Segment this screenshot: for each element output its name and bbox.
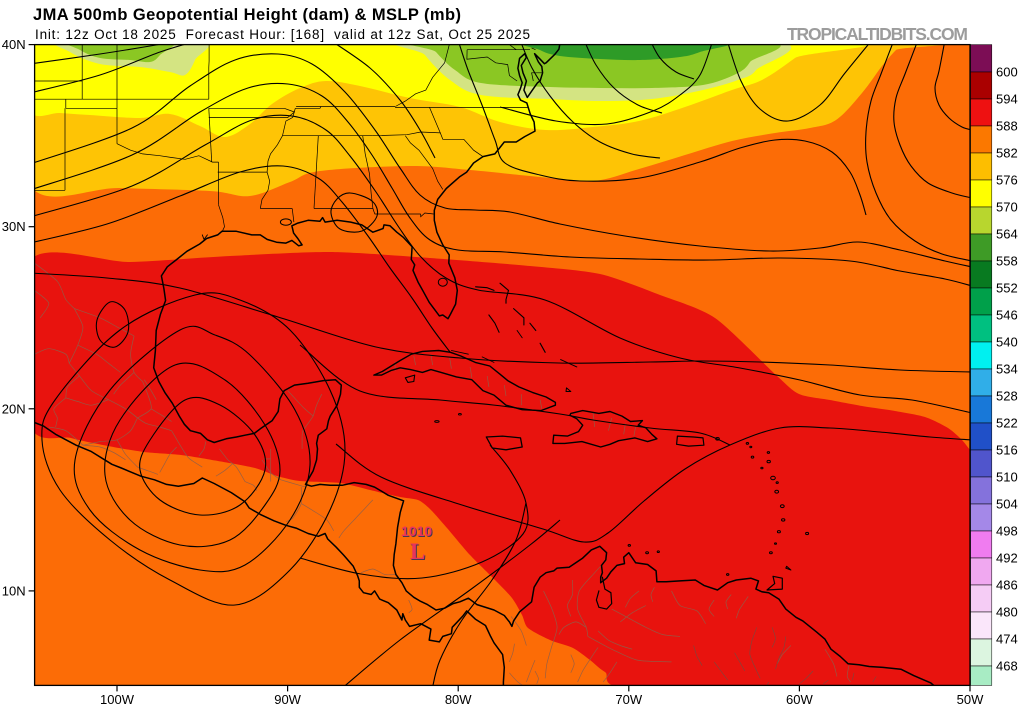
svg-text:80W: 80W [445,692,472,706]
svg-text:492: 492 [996,551,1018,566]
svg-text:70W: 70W [615,692,642,706]
svg-text:TROPICALTIDBITS.COM: TROPICALTIDBITS.COM [787,24,968,44]
svg-text:L: L [410,539,425,564]
svg-text:528: 528 [996,389,1018,404]
svg-text:10N: 10N [2,583,26,598]
svg-text:100W: 100W [100,692,135,706]
svg-text:L: L [411,540,426,565]
svg-text:600: 600 [996,65,1018,80]
svg-text:498: 498 [996,524,1018,539]
svg-text:40N: 40N [2,37,26,52]
svg-text:582: 582 [996,146,1018,161]
svg-text:474: 474 [996,632,1018,647]
svg-text:30N: 30N [2,219,26,234]
svg-text:486: 486 [996,578,1018,593]
svg-text:546: 546 [996,308,1018,323]
svg-text:JMA 500mb Geopotential Height: JMA 500mb Geopotential Height (dam) & MS… [33,6,461,24]
svg-text:534: 534 [996,362,1018,377]
svg-text:558: 558 [996,254,1018,269]
svg-text:522: 522 [996,416,1018,431]
svg-text:594: 594 [996,92,1018,107]
svg-text:1010: 1010 [401,523,432,539]
svg-text:60W: 60W [786,692,813,706]
svg-text:90W: 90W [274,692,301,706]
svg-text:552: 552 [996,281,1018,296]
svg-text:1010: 1010 [402,524,433,540]
svg-text:510: 510 [996,470,1018,485]
svg-text:20N: 20N [2,401,26,416]
svg-text:480: 480 [996,605,1018,620]
svg-text:516: 516 [996,443,1018,458]
svg-text:564: 564 [996,227,1018,242]
svg-text:50W: 50W [957,692,984,706]
svg-text:Init: 12z Oct 18 2025 Forecas: Init: 12z Oct 18 2025 Forecast Hour: [16… [35,27,530,42]
svg-text:504: 504 [996,497,1018,512]
svg-text:588: 588 [996,119,1018,134]
svg-text:540: 540 [996,335,1018,350]
svg-text:570: 570 [996,200,1018,215]
svg-text:576: 576 [996,173,1018,188]
svg-text:468: 468 [996,659,1018,674]
